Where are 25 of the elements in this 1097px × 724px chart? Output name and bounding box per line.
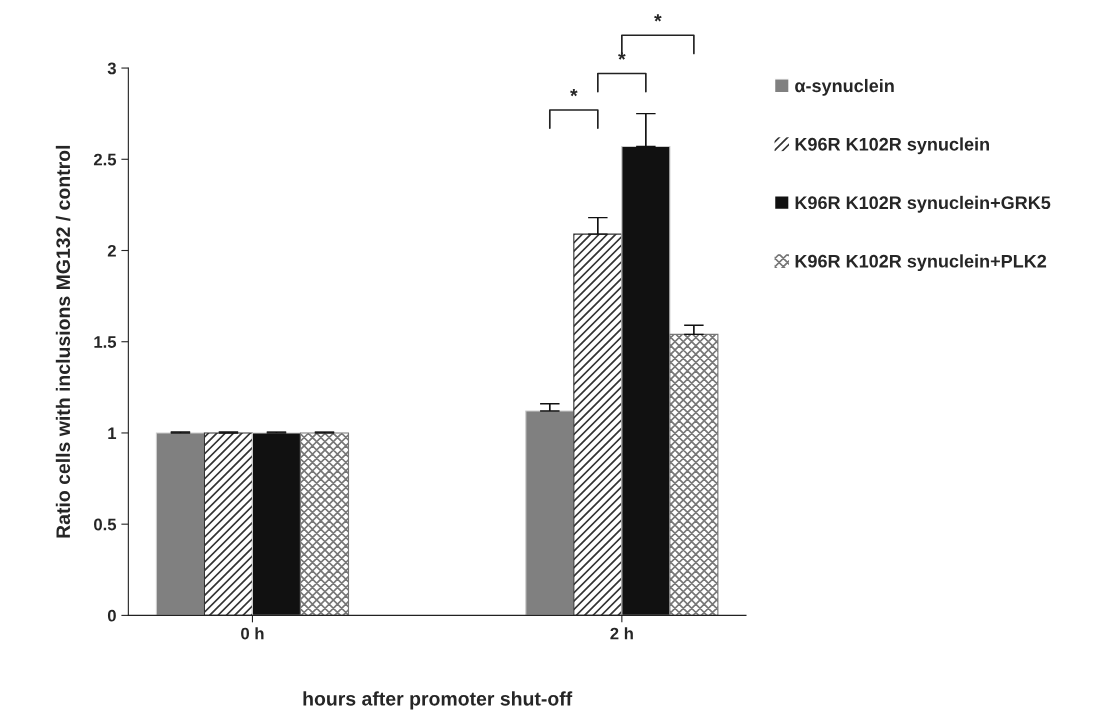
y-tick-label: 1 bbox=[108, 427, 117, 439]
x-tick-label: 2 h bbox=[610, 627, 633, 640]
bar bbox=[525, 410, 575, 616]
bar bbox=[251, 432, 302, 616]
y-tick-label: 2 bbox=[107, 244, 116, 257]
y-tick-label: 3 bbox=[107, 62, 116, 75]
legend-label: K96R K102R synuclein+PLK2 bbox=[795, 254, 1047, 272]
legend-label: K96R K102R synuclein bbox=[795, 137, 989, 155]
bar bbox=[299, 432, 350, 616]
y-axis-title: Ratio cells with inclusions MG132 / control bbox=[55, 145, 71, 538]
y-tick-label: 0.5 bbox=[94, 518, 117, 531]
x-tick-label: 0 h bbox=[241, 627, 264, 640]
y-tick-label: 2.5 bbox=[93, 153, 117, 166]
y-tick-label: 0 bbox=[107, 609, 116, 622]
bar bbox=[155, 432, 205, 616]
legend-label: K96R K102R synuclein+GRK5 bbox=[795, 195, 1051, 213]
bar bbox=[573, 233, 623, 616]
text: * bbox=[654, 14, 662, 22]
legend-label: α-synuclein bbox=[795, 78, 894, 96]
bar bbox=[669, 333, 719, 616]
x-axis-title: hours after promoter shut-off bbox=[303, 691, 573, 710]
bar bbox=[203, 432, 254, 616]
text: * bbox=[618, 52, 626, 60]
annotation: * bbox=[570, 88, 578, 97]
y-tick-label: 1.5 bbox=[94, 336, 117, 348]
